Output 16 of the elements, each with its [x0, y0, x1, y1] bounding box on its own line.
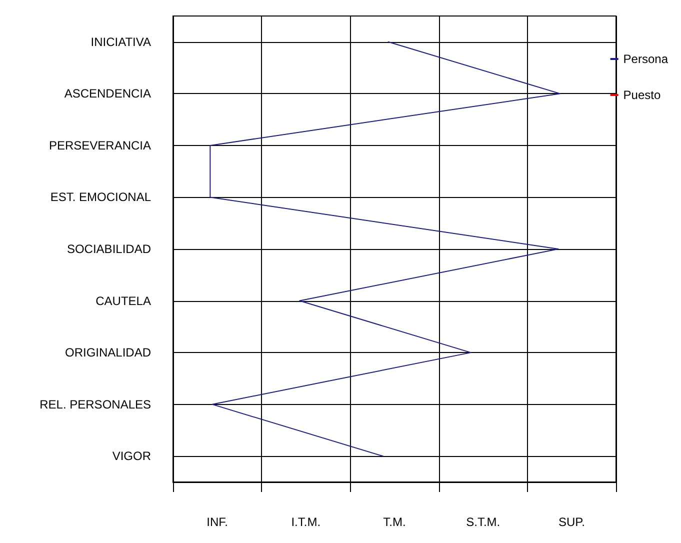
text: SUP.	[558, 515, 585, 529]
y-tick-label: CAUTELA	[96, 294, 151, 308]
y-tick-label: ASCENDENCIA	[64, 86, 151, 101]
y-tick-label: REL. PERSONALES	[40, 397, 151, 412]
y-tick-label: SOCIABILIDAD	[66, 242, 152, 256]
legend-label: Puesto	[623, 88, 661, 102]
text: INF.	[206, 515, 228, 529]
y-tick-label: EST. EMOCIONAL	[50, 190, 152, 204]
text: S.T.M.	[466, 515, 500, 529]
legend-label: Persona	[623, 52, 668, 66]
y-tick-label: ORIGINALIDAD	[64, 346, 152, 360]
text: T.M.	[383, 515, 406, 529]
y-tick-label: PERSEVERANCIA	[48, 138, 151, 152]
y-tick-label: INICIATIVA	[90, 34, 151, 49]
y-tick-label: VIGOR	[112, 449, 152, 464]
text: I.T.M.	[291, 515, 321, 529]
